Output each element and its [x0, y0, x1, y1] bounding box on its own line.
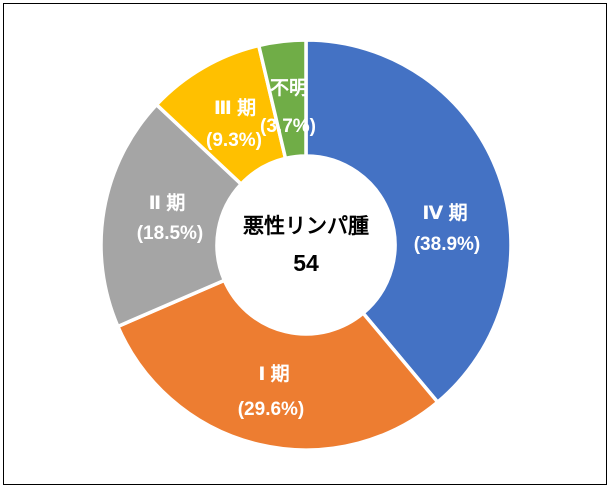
slice-label-1: Ⅳ 期 — [422, 202, 467, 224]
chart-border — [3, 3, 607, 485]
donut-slice-2 — [115, 278, 441, 452]
slice-labels: Ⅳ 期 (38.9%) Ⅰ 期 (29.6%) Ⅱ 期 (18.5%) Ⅲ 期 (9.3%) 不… — [137, 77, 481, 420]
donut-slice-1 — [304, 38, 513, 405]
donut-slices — [99, 38, 513, 452]
slice-pct-1: (38.9%) — [414, 234, 481, 255]
donut-slice-3 — [99, 102, 244, 329]
slice-label-5: 不明 — [270, 77, 308, 99]
slice-label-3: Ⅱ 期 — [149, 192, 186, 214]
slice-pct-4: (9.3%) — [206, 130, 262, 151]
slice-pct-3: (18.5%) — [137, 223, 204, 244]
slice-pct-2: (29.6%) — [238, 399, 305, 420]
slice-label-4: Ⅲ 期 — [214, 97, 256, 119]
slice-label-2: Ⅰ 期 — [258, 363, 289, 385]
center-label: 悪性リンパ腫 — [243, 214, 369, 238]
center-value: 54 — [293, 250, 319, 276]
slice-pct-5: (3.7%) — [260, 116, 316, 137]
donut-slice-5 — [256, 38, 308, 161]
